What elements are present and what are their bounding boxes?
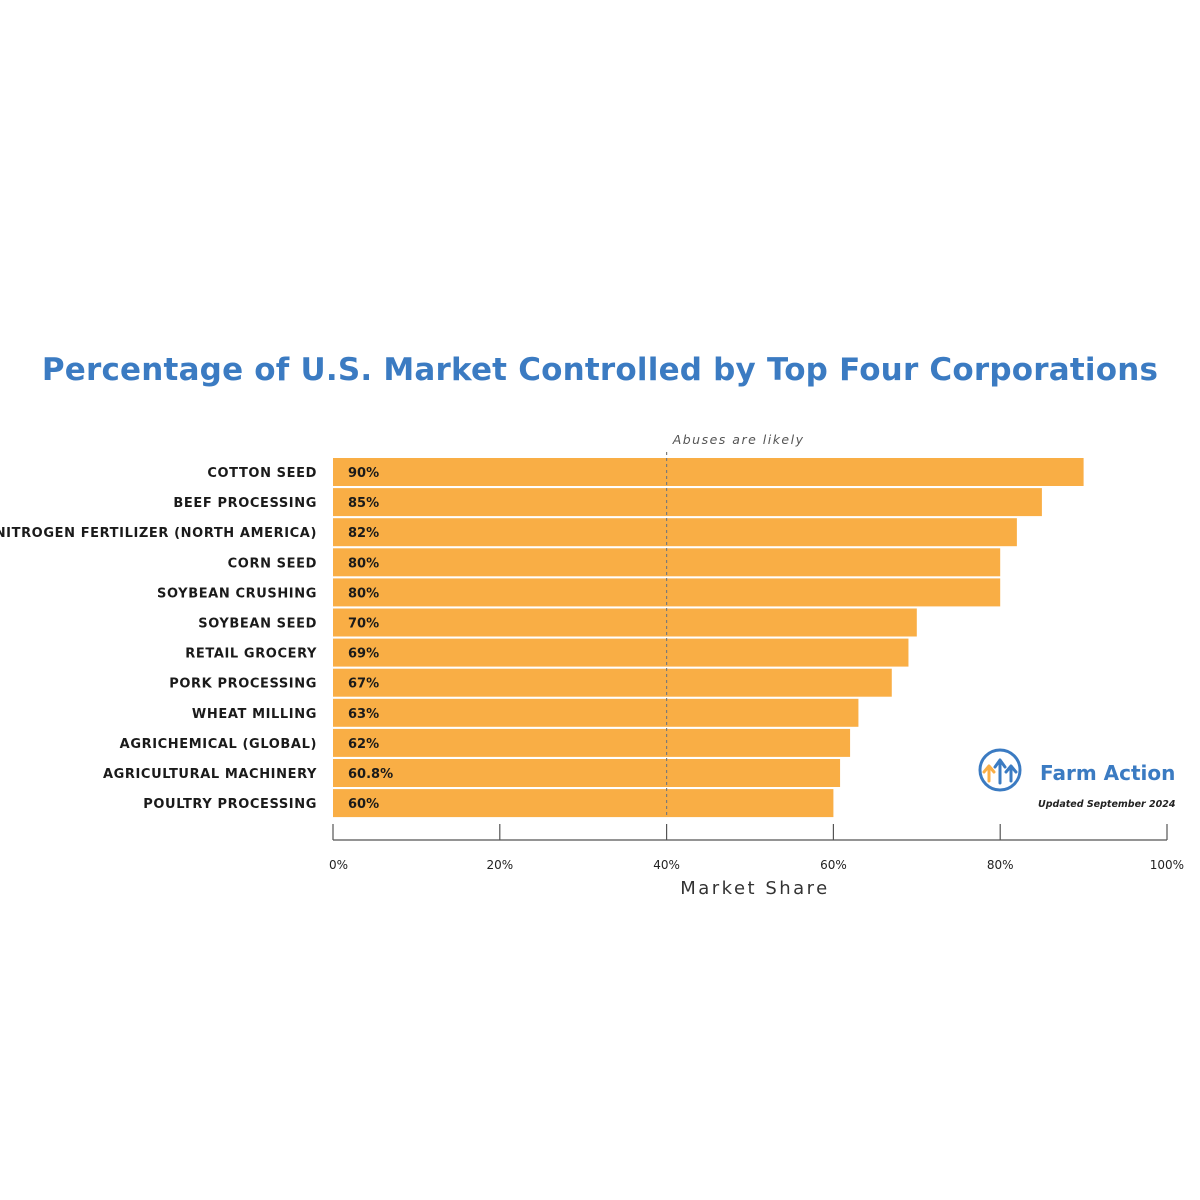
updated-date: Updated September 2024 (1038, 799, 1176, 810)
value-label: 70% (348, 617, 379, 632)
x-tick-label: 40% (653, 858, 680, 872)
category-label: CORN SEED (228, 556, 317, 571)
category-label: AGRICULTURAL MACHINERY (103, 767, 317, 782)
reference-line-label: Abuses are likely (672, 432, 805, 447)
value-label: 80% (348, 556, 379, 571)
category-label: RETAIL GROCERY (185, 647, 317, 662)
bars-layer (333, 458, 1084, 818)
value-label: 90% (348, 466, 379, 481)
value-label: 85% (348, 496, 379, 511)
value-label: 80% (348, 586, 379, 601)
category-label: POULTRY PROCESSING (143, 797, 317, 812)
x-tick-label: 0% (329, 858, 348, 872)
value-labels: 90% 85% 82% 80% 80% 70% 69% 67% 63% 62% 60.8% 60% (348, 466, 393, 812)
x-tick-label: 20% (486, 858, 513, 872)
value-label: 69% (348, 647, 379, 662)
value-label: 67% (348, 677, 379, 692)
bar-soybean-seed (333, 608, 917, 637)
value-label: 82% (348, 526, 379, 541)
x-tick-label: 80% (987, 858, 1014, 872)
logo-name: Farm Action (1040, 761, 1176, 785)
category-label: SOYBEAN SEED (198, 617, 317, 632)
x-tick-label: 60% (820, 858, 847, 872)
x-axis: 0% 20% 40% 60% 80% 100% (329, 824, 1184, 872)
bar-beef-processing (333, 488, 1042, 517)
bar-wheat-milling (333, 698, 859, 727)
category-label: SOYBEAN CRUSHING (157, 586, 317, 601)
category-label: BEEF PROCESSING (173, 496, 317, 511)
farm-action-logo: Farm Action Updated September 2024 (978, 748, 1188, 818)
value-label: 60% (348, 797, 379, 812)
category-label: PORK PROCESSING (169, 677, 317, 692)
category-labels: COTTON SEED BEEF PROCESSING NITROGEN FERTI… (0, 466, 317, 812)
bar-agricultural-machinery (333, 759, 841, 787)
bar-nitrogen-fertilizer-north-america (333, 518, 1017, 547)
bar-poultry-processing (333, 789, 834, 818)
bar-retail-grocery (333, 638, 909, 667)
x-axis-title: Market Share (680, 878, 830, 899)
x-tick-label: 100% (1150, 858, 1184, 872)
bar-pork-processing (333, 668, 892, 697)
category-label: NITROGEN FERTILIZER (NORTH AMERICA) (0, 526, 317, 541)
category-label: WHEAT MILLING (192, 707, 317, 722)
reference-line-layer: Abuses are likely (665, 432, 805, 818)
bar-agrichemical-global (333, 728, 851, 757)
category-label: AGRICHEMICAL (GLOBAL) (120, 737, 317, 752)
value-label: 63% (348, 707, 379, 722)
chart-title: Percentage of U.S. Market Controlled by … (41, 352, 1159, 388)
value-label: 62% (348, 737, 379, 752)
bar-cotton-seed (333, 458, 1084, 486)
value-label: 60.8% (348, 767, 393, 782)
category-label: COTTON SEED (207, 466, 317, 481)
farm-action-arrows-icon (978, 748, 1022, 792)
